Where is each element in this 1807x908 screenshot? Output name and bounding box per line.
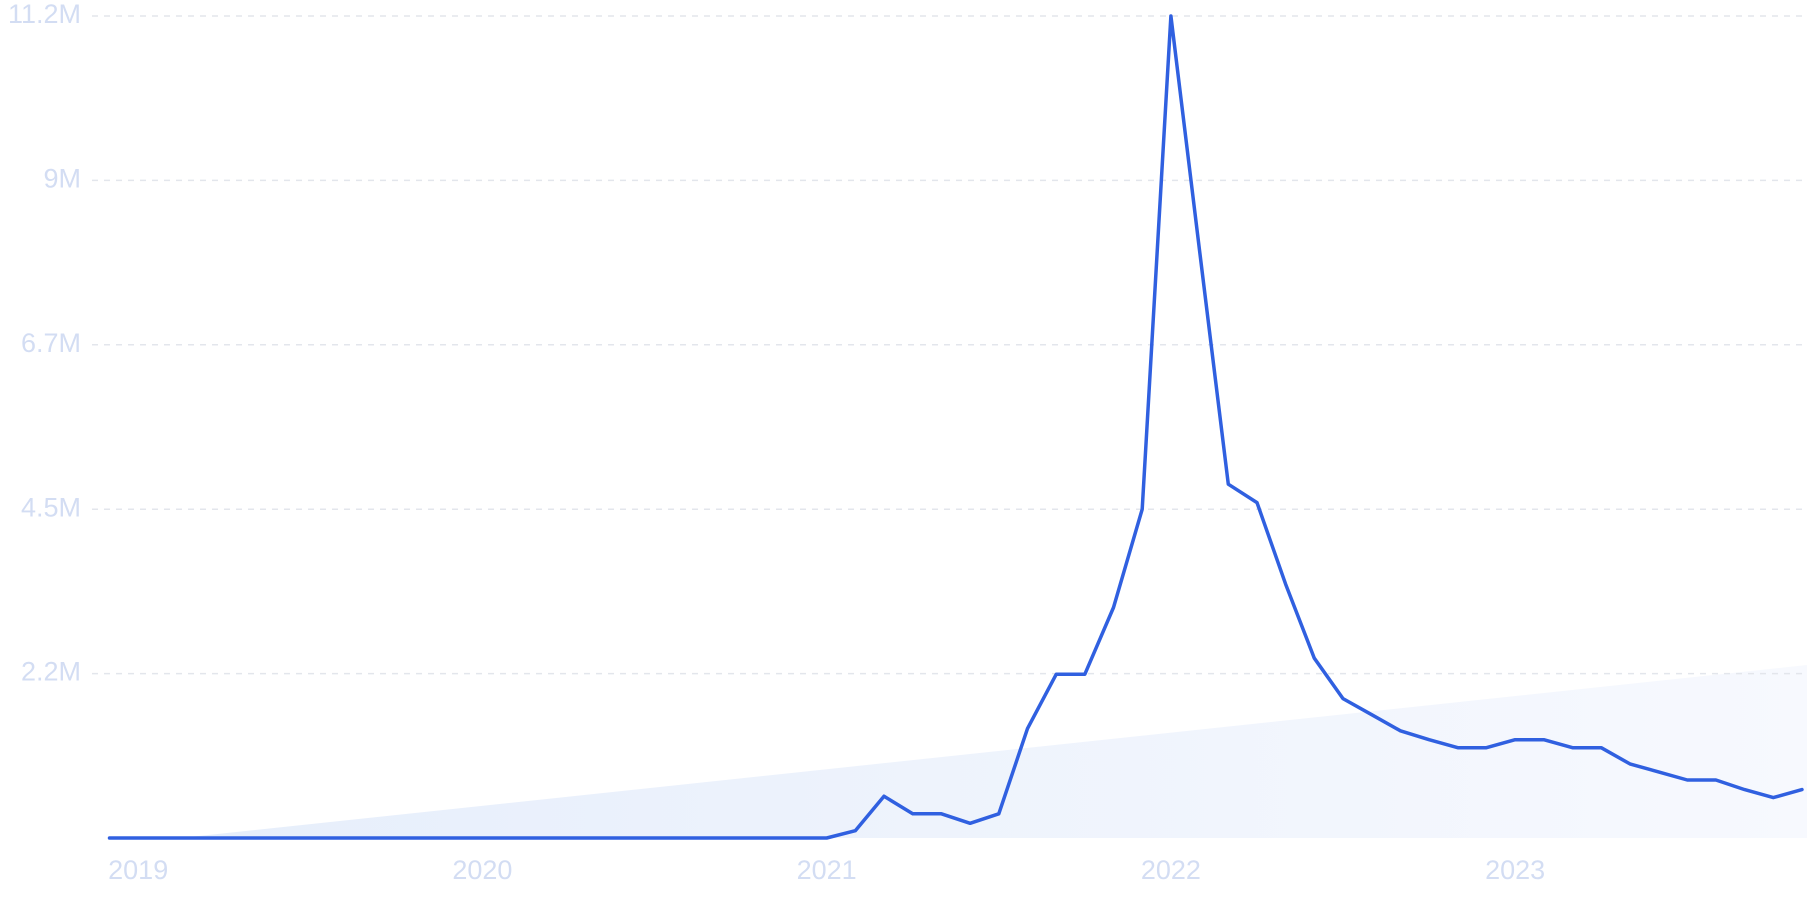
y-tick-label: 9M [43,164,81,194]
y-tick-label: 6.7M [21,328,81,358]
data-line [107,14,1804,840]
background-shape [180,665,1807,838]
x-tick-label: 2023 [1485,855,1545,885]
y-tick-label: 2.2M [21,657,81,687]
x-tick-label: 2019 [108,855,168,885]
x-tick-label: 2021 [797,855,857,885]
y-tick-label: 4.5M [21,492,81,522]
y-tick-label: 11.2M [8,0,81,29]
x-tick-label: 2020 [452,855,512,885]
x-tick-label: 2022 [1141,855,1201,885]
